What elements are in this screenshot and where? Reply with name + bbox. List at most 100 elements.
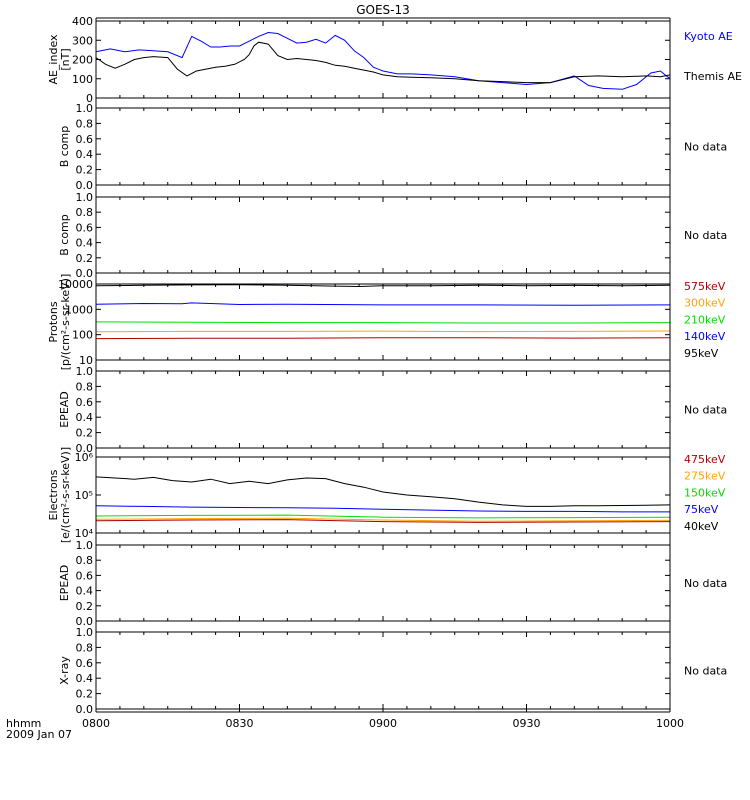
y-axis-label-ae: AE_index	[47, 34, 60, 85]
panel-stack: 0 100 200 300 400 AE_index [nT] Kyoto AE Themis …	[47, 15, 742, 716]
panel-epead1: 0.0 0.2 0.4 0.6 0.8 1.0 EPEAD No data	[58, 365, 727, 455]
panel-ae: 0 100 200 300 400 AE_index [nT] Kyoto AE Themis …	[47, 15, 742, 105]
series-line-275kev	[95, 517, 671, 522]
no-data-label: No data	[684, 141, 727, 154]
y-tick-label-b2: 0.4	[76, 237, 94, 250]
y-tick-label-epead2: 0.6	[76, 569, 94, 582]
y-axis-label-protons: Protons	[47, 301, 60, 342]
y-tick-label-protons: 100	[72, 329, 93, 342]
y-tick-label-epead1: 0.2	[76, 427, 94, 440]
time-tick-label: 0800	[82, 717, 110, 730]
y-tick-label-b2: 0.2	[76, 252, 94, 265]
y-tick-label-epead2: 0.0	[76, 615, 94, 628]
legend-entry-275kev: 275keV	[684, 470, 726, 483]
y-tick-label-ae: 400	[72, 15, 93, 28]
y-tick-label-epead2: 0.8	[76, 554, 94, 567]
y-tick-label-protons: 10	[79, 354, 93, 367]
panel-epead2: 0.0 0.2 0.4 0.6 0.8 1.0 EPEAD No data	[58, 539, 727, 628]
no-data-label: No data	[684, 229, 727, 242]
legend-entry-themis-ae: Themis AE	[683, 70, 742, 83]
legend-entry-475kev: 475keV	[684, 453, 726, 466]
y-tick-label-b1: 0.6	[76, 133, 94, 146]
legend-entry-140kev: 140keV	[684, 330, 726, 343]
series-line-140kev	[95, 302, 671, 306]
series-line-575kev	[95, 337, 671, 340]
y-tick-label-epead1: 0.4	[76, 411, 94, 424]
legend-entry-40kev: 40keV	[684, 520, 719, 533]
y-tick-label-b1: 0.0	[76, 179, 94, 192]
y-tick-label-electrons: 10⁶	[75, 451, 94, 464]
y-tick-label-b2: 0.8	[76, 206, 94, 219]
time-tick-label: 0900	[369, 717, 397, 730]
y-tick-label-epead1: 0.6	[76, 396, 94, 409]
y-tick-label-b1: 0.4	[76, 148, 94, 161]
hhmm-label: hhmm	[6, 717, 41, 730]
y-tick-label-b2: 1.0	[76, 191, 94, 204]
panel-b2: 0.0 0.2 0.4 0.6 0.8 1.0 B comp No data	[58, 191, 727, 280]
y-tick-label-b2: 0.6	[76, 221, 94, 234]
y-axis-label-epead2: EPEAD	[58, 565, 71, 602]
y-axis-label-b1: B comp	[58, 126, 71, 168]
series-line-themis-ae	[95, 41, 671, 84]
plot-area-xray	[95, 631, 671, 710]
y-tick-label-b1: 0.8	[76, 117, 94, 130]
y-tick-label-protons: 1000	[65, 303, 93, 316]
time-tick-label: 0830	[226, 717, 254, 730]
panel-protons: 10 100 1000 10000 Protons [p/(cm²-s-sr-keV)] 5…	[47, 274, 726, 371]
y-tick-label-epead2: 1.0	[76, 539, 94, 552]
y-tick-label-b1: 1.0	[76, 102, 94, 115]
y-axis-label-protons: [p/(cm²-s-sr-keV)]	[59, 274, 72, 371]
no-data-label: No data	[684, 665, 727, 678]
y-axis-label-ae: [nT]	[59, 48, 72, 70]
y-tick-label-epead1: 0.0	[76, 442, 94, 455]
chart-title: GOES-13	[356, 3, 410, 17]
y-tick-label-ae: 200	[72, 54, 93, 67]
series-line-75kev	[95, 505, 670, 513]
plot-area-b2	[95, 196, 671, 274]
legend-entry-95kev: 95keV	[684, 347, 719, 360]
no-data-label: No data	[684, 577, 727, 590]
time-tick-label: 0930	[513, 717, 541, 730]
date-label: 2009 Jan 07	[6, 728, 72, 741]
legend-entry-75kev: 75keV	[684, 503, 719, 516]
y-tick-label-b2: 0.0	[76, 267, 94, 280]
y-tick-label-ae: 100	[72, 73, 93, 86]
legend-entry-210kev: 210keV	[684, 313, 726, 326]
series-line-150kev	[95, 514, 671, 519]
series-line-300kev	[95, 330, 671, 333]
y-tick-label-epead2: 0.2	[76, 600, 94, 613]
y-tick-label-xray: 0.6	[76, 657, 94, 670]
panel-xray: 0.0 0.2 0.4 0.6 0.8 1.0 X-ray No data	[58, 626, 727, 716]
y-tick-label-xray: 0.2	[76, 688, 94, 701]
series-line-95kev	[95, 284, 671, 288]
plot-area-epead1	[95, 370, 671, 449]
y-axis-label-epead1: EPEAD	[58, 391, 71, 428]
y-tick-label-b1: 0.2	[76, 164, 94, 177]
panel-b1: 0.0 0.2 0.4 0.6 0.8 1.0 B comp No data	[58, 102, 727, 192]
y-tick-label-xray: 1.0	[76, 626, 94, 639]
y-axis-label-electrons: Electrons	[47, 469, 60, 520]
y-axis-label-electrons: [e/(cm²-s-sr-keV)]	[59, 447, 72, 543]
panel-electrons: 10⁴ 10⁵ 10⁶ Electrons [e/(cm²-s-sr-keV)] 475k…	[47, 447, 726, 543]
y-tick-label-xray: 0.8	[76, 641, 94, 654]
y-tick-label-xray: 0.0	[76, 703, 94, 716]
y-axis-label-xray: X-ray	[58, 656, 71, 685]
y-tick-label-ae: 300	[72, 34, 93, 47]
no-data-label: No data	[684, 404, 727, 417]
y-axis-label-b2: B comp	[58, 214, 71, 256]
y-tick-label-protons: 10000	[58, 278, 93, 291]
series-line-kyoto-ae	[95, 31, 671, 90]
y-tick-label-electrons: 10⁵	[75, 489, 93, 502]
legend-entry-kyoto-ae: Kyoto AE	[684, 30, 733, 43]
plot-area-b1	[95, 107, 671, 186]
legend-entry-575kev: 575keV	[684, 280, 726, 293]
y-tick-label-electrons: 10⁴	[75, 527, 94, 540]
series-line-475kev	[95, 519, 671, 523]
plot-area-epead2	[95, 544, 671, 622]
time-tick-label: 1000	[656, 717, 684, 730]
plot-area-ae	[95, 20, 671, 99]
y-tick-label-xray: 0.4	[76, 672, 94, 685]
series-line-210kev	[95, 321, 671, 324]
legend-entry-300kev: 300keV	[684, 297, 726, 310]
